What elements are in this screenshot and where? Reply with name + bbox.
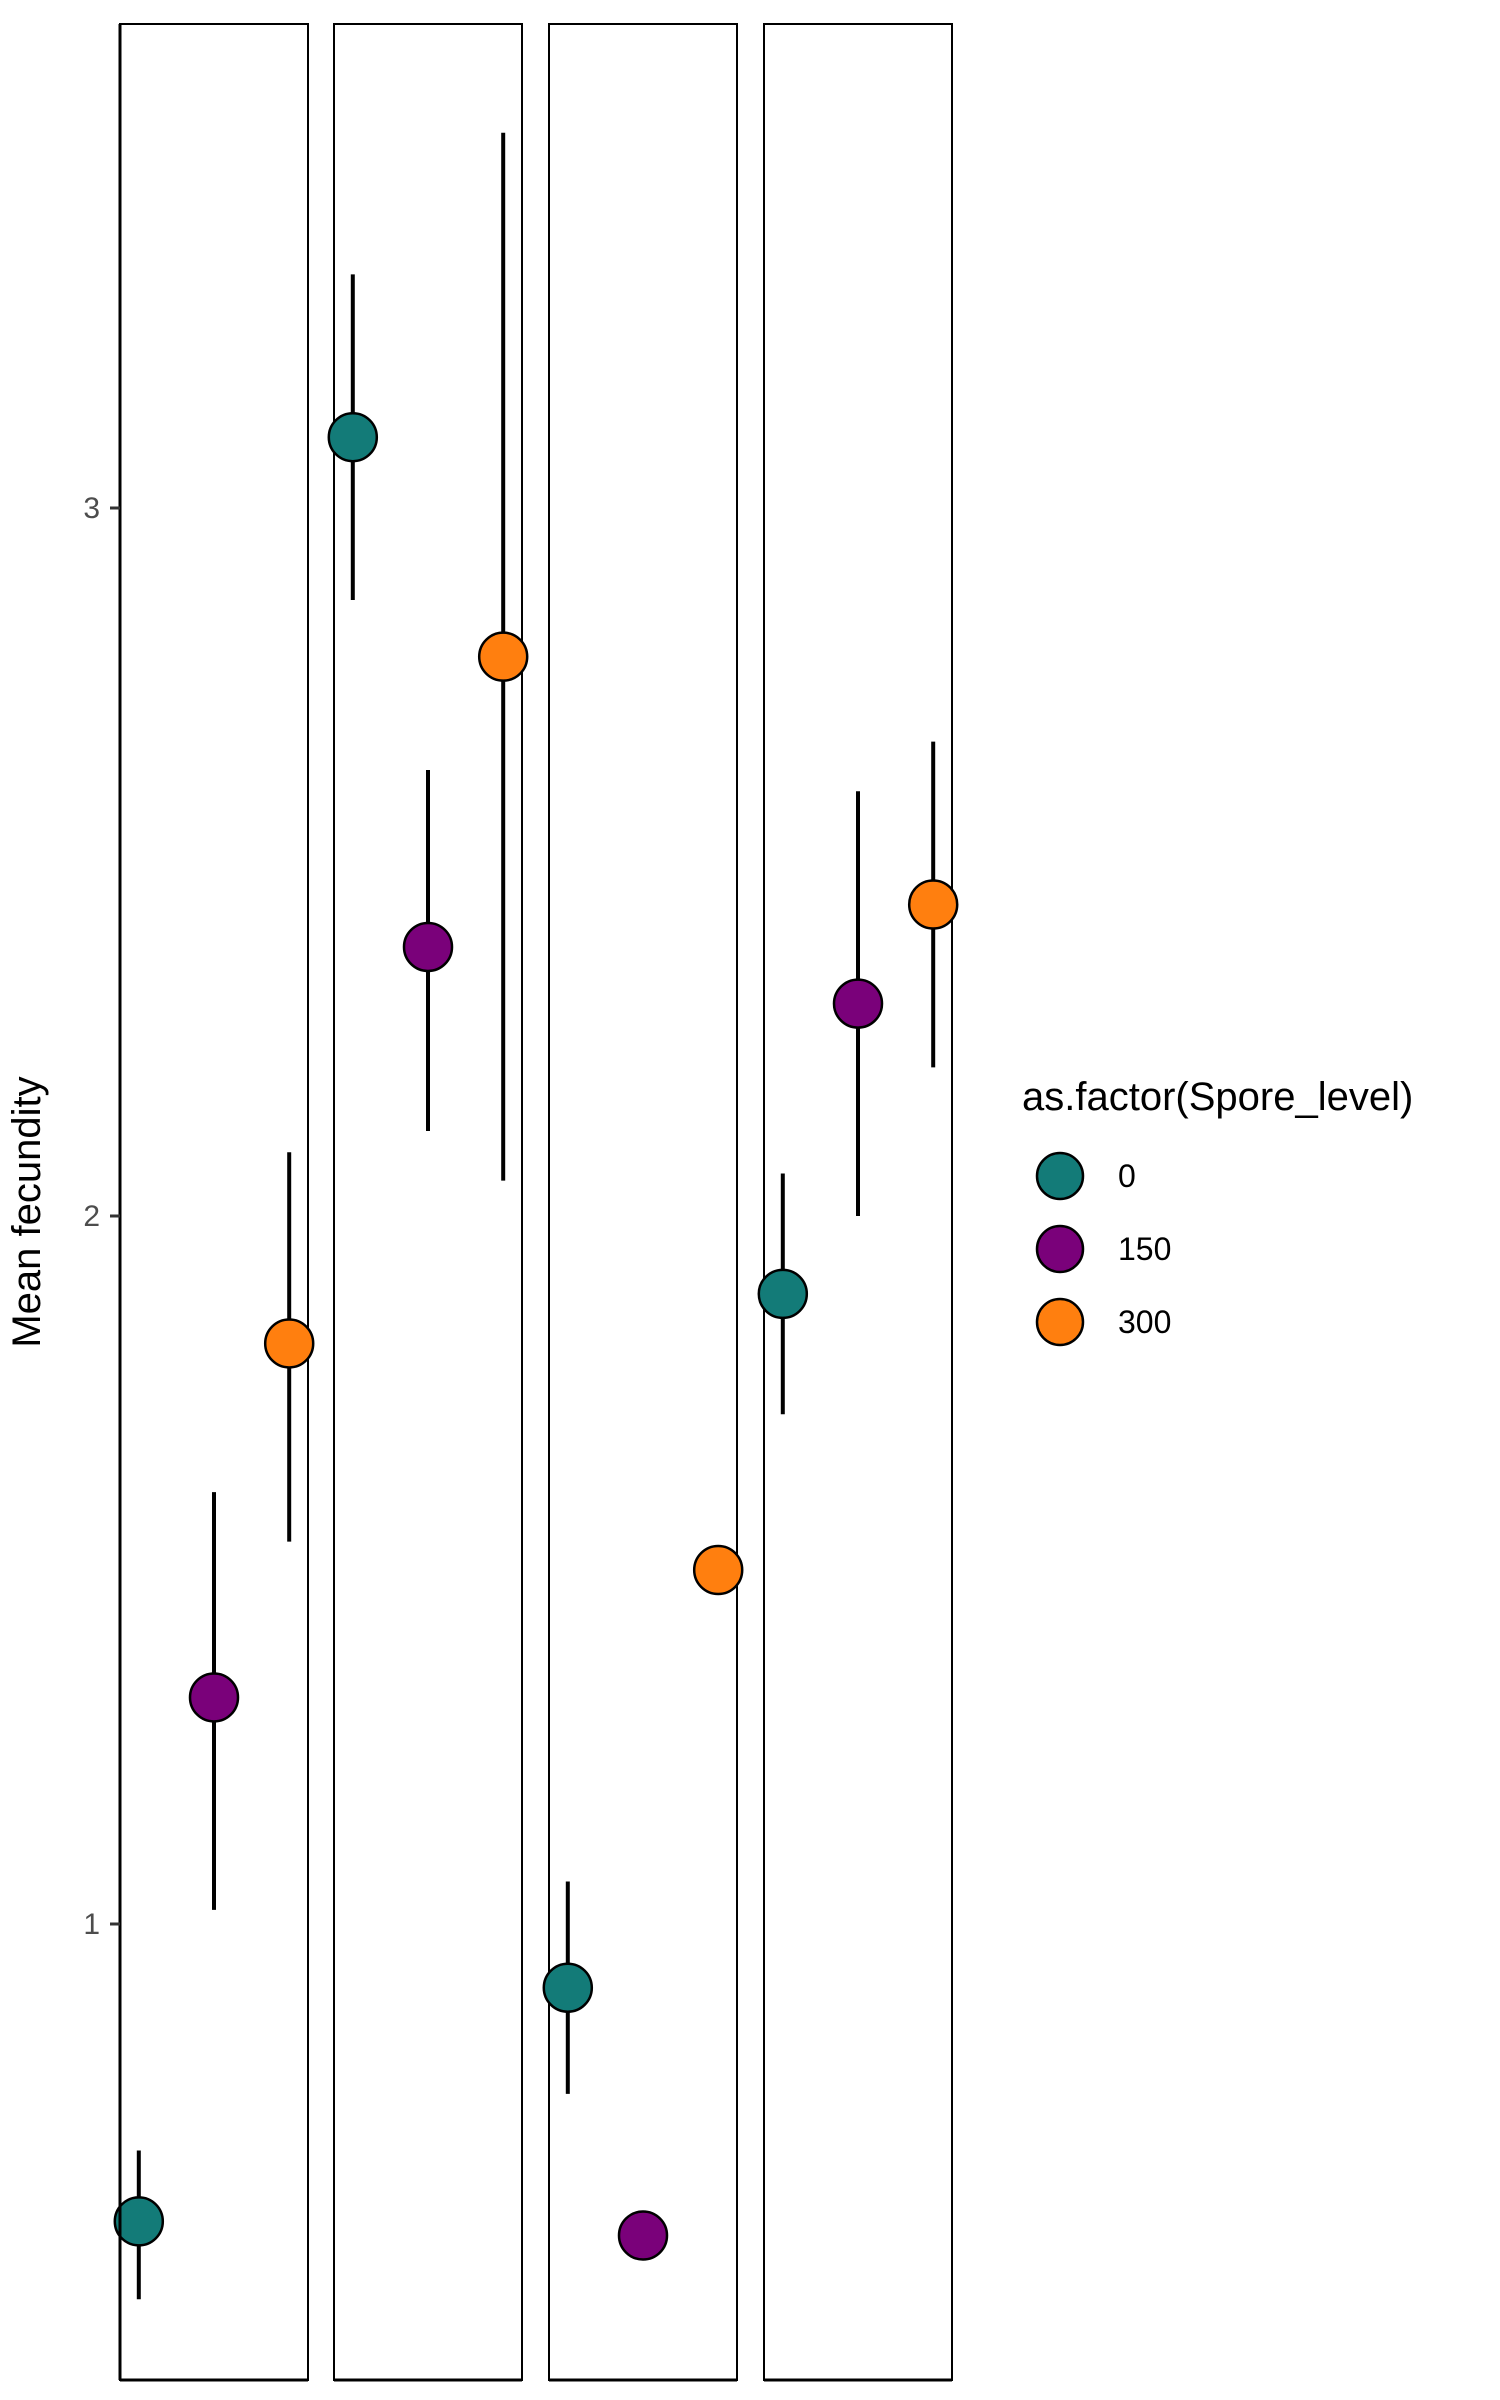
data-point bbox=[692, 1544, 744, 1596]
panel-border bbox=[119, 23, 309, 2381]
panel-1 bbox=[113, 23, 315, 2382]
data-point bbox=[263, 1318, 315, 1369]
y-axis-label: Mean fecundity bbox=[5, 1076, 49, 1347]
legend-label: 300 bbox=[1118, 1304, 1171, 1340]
panel-border bbox=[333, 23, 523, 2381]
data-point bbox=[757, 1268, 809, 1320]
legend-key bbox=[1035, 1297, 1085, 1347]
data-point bbox=[188, 1672, 240, 1723]
y-tick-label: 2 bbox=[83, 1200, 100, 1233]
data-point bbox=[617, 2210, 669, 2261]
panels-layer bbox=[113, 23, 959, 2382]
legend-key bbox=[1035, 1224, 1085, 1274]
data-point bbox=[832, 978, 884, 1029]
legend-label: 150 bbox=[1118, 1231, 1171, 1267]
data-point bbox=[542, 1962, 594, 2013]
data-point bbox=[113, 2196, 165, 2247]
legend: as.factor(Spore_level) 0 150 300 bbox=[1022, 1075, 1413, 1347]
legend-key bbox=[1035, 1151, 1085, 1201]
data-point bbox=[402, 921, 454, 973]
data-point bbox=[907, 879, 959, 930]
y-axis: 1 2 3 bbox=[83, 24, 122, 2380]
y-tick-label: 3 bbox=[83, 492, 100, 525]
y-tick-label: 1 bbox=[83, 1908, 100, 1941]
legend-label: 0 bbox=[1118, 1158, 1136, 1194]
panel-4 bbox=[757, 23, 959, 2382]
panel-border bbox=[548, 23, 738, 2381]
data-point bbox=[477, 631, 529, 682]
panel-2 bbox=[327, 23, 529, 2382]
legend-title: as.factor(Spore_level) bbox=[1022, 1075, 1413, 1119]
panel-3 bbox=[542, 23, 744, 2382]
data-point bbox=[327, 411, 379, 463]
